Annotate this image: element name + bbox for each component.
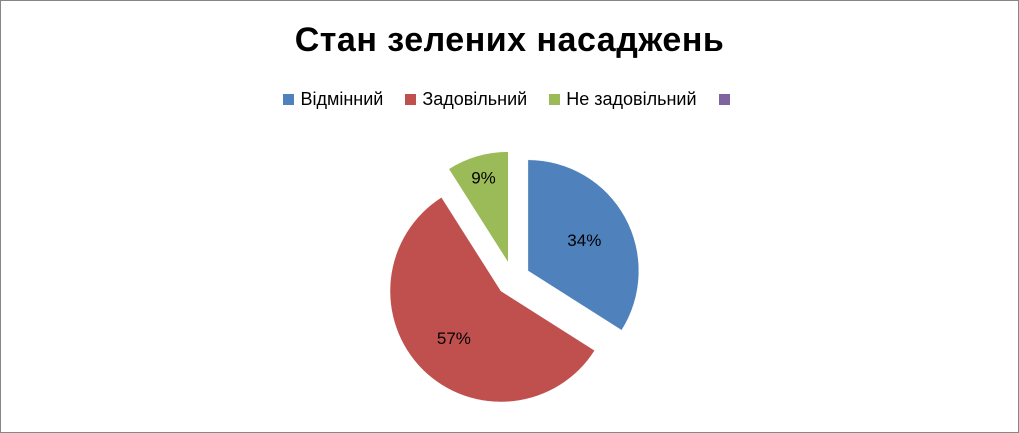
- legend-label-satisfactory: Задовільний: [422, 89, 528, 109]
- legend-item-satisfactory: Задовільний: [405, 89, 527, 110]
- pie-slice-excellent: [527, 159, 640, 331]
- data-label-unsatisfactory: 9%: [471, 168, 496, 187]
- legend-swatch-excellent: [283, 94, 295, 105]
- legend-label-excellent: Відмінний: [300, 89, 384, 109]
- data-label-satisfactory: 57%: [437, 329, 471, 348]
- legend-swatch-unnamed: [718, 94, 730, 105]
- legend-item-unnamed: [718, 94, 736, 105]
- legend-swatch-satisfactory: [405, 94, 417, 105]
- chart-title: Стан зелених насаджень: [294, 21, 725, 59]
- data-label-excellent: 34%: [567, 231, 601, 250]
- pie-slice-satisfactory: [389, 196, 596, 403]
- legend: Відмінний Задовільний Не задовільний: [1, 89, 1018, 110]
- legend-item-excellent: Відмінний: [283, 89, 383, 110]
- pie-slice-unsatisfactory: [448, 151, 509, 264]
- legend-swatch-unsatisfactory: [549, 94, 561, 105]
- legend-label-unsatisfactory: Не задовільний: [566, 89, 697, 109]
- legend-item-unsatisfactory: Не задовільний: [549, 89, 697, 110]
